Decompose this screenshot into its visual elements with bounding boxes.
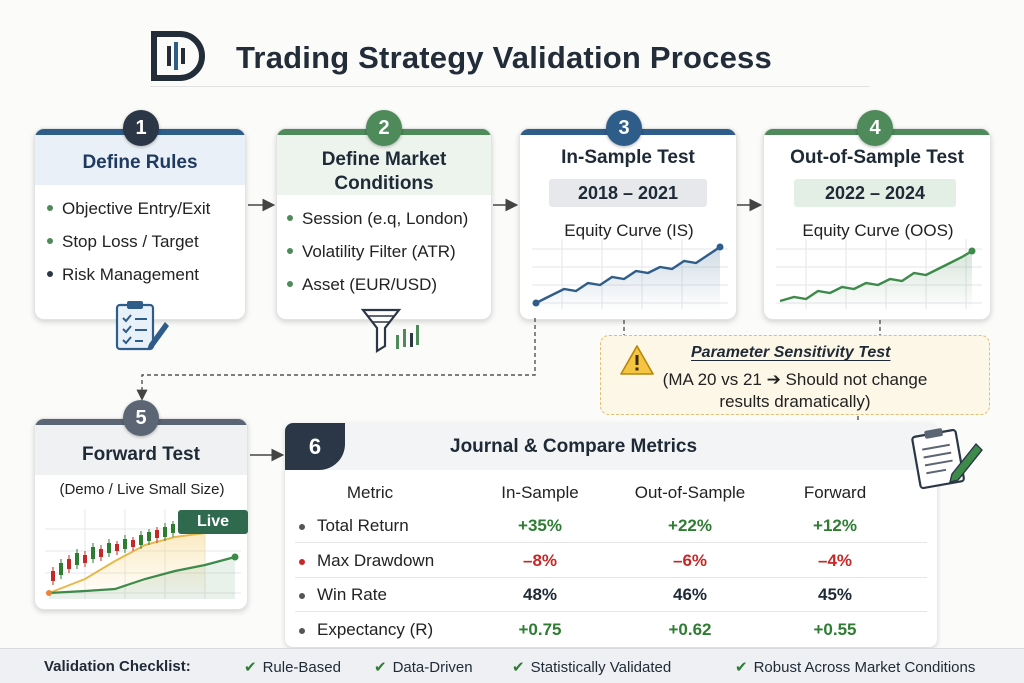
equity-curve-oos-chart: [776, 239, 982, 311]
forward-test-chart: [45, 509, 241, 599]
step-6-number: 6: [285, 423, 345, 470]
journal-title: Journal & Compare Metrics: [450, 436, 698, 457]
step-2-bullet: Volatility Filter (ATR): [287, 242, 456, 262]
table-row: Max Drawdown –8% –6% –4%: [285, 544, 937, 578]
checklist-item: ✔ Data-Driven: [374, 659, 473, 676]
journal-metrics-table: 6 Journal & Compare Metrics Metric In-Sa…: [285, 423, 937, 647]
step-3-number: 3: [606, 110, 642, 146]
clipboard-checklist-icon: [115, 301, 169, 351]
arrow-3-5: [136, 318, 536, 401]
metric-name: Win Rate: [317, 585, 387, 604]
out-of-sample-value: +22%: [668, 516, 712, 535]
forward-value: –4%: [817, 550, 853, 570]
step-5-title: Forward Test: [35, 425, 247, 475]
in-sample-value: +0.75: [518, 619, 562, 639]
step-4-number: 4: [857, 110, 893, 146]
sensitivity-line2: results dramatically): [719, 392, 871, 411]
forward-value: +12%: [813, 516, 857, 535]
check-icon: ✔: [512, 659, 525, 676]
row-bullet: [299, 627, 305, 634]
check-icon: ✔: [735, 659, 748, 676]
step-1-bullet: Stop Loss / Target: [47, 232, 199, 252]
metric-name: Total Return: [317, 516, 409, 535]
step-4-card: Out-of-Sample Test 2022 – 2024 Equity Cu…: [763, 128, 991, 320]
in-sample-value: +35%: [518, 516, 562, 535]
step-1-bullet: Risk Management: [47, 265, 199, 285]
in-sample-value: 48%: [522, 585, 558, 604]
out-of-sample-value: 46%: [672, 585, 708, 604]
table-row: Total Return +35% +22% +12%: [285, 509, 937, 543]
out-of-sample-value: +0.62: [668, 619, 712, 639]
forward-value: 45%: [817, 585, 853, 604]
step-2-number: 2: [366, 110, 402, 146]
checklist-item: ✔ Robust Across Market Conditions: [735, 659, 976, 676]
step-2-bullet: Session (e.q, London): [287, 209, 468, 229]
step-5-subtitle: (Demo / Live Small Size): [59, 481, 225, 498]
checklist-item: ✔ Rule-Based: [244, 659, 341, 676]
metric-name: Max Drawdown: [317, 550, 435, 570]
column-header: In-Sample: [501, 483, 579, 502]
equity-curve-is-chart: [532, 239, 728, 311]
table-row: Win Rate 48% 46% 45%: [285, 578, 937, 612]
in-sample-value: –8%: [522, 550, 558, 570]
out-of-sample-value: –6%: [672, 550, 708, 570]
column-header: Metric: [346, 483, 394, 502]
step-3-period: 2018 – 2021: [549, 179, 707, 207]
step-4-title: Out-of-Sample Test: [790, 147, 964, 168]
row-bullet: [299, 558, 305, 565]
brand-logo: [151, 31, 205, 81]
sensitivity-line1: (MA 20 vs 21 ➔ Should not change: [662, 370, 928, 389]
row-bullet: [299, 524, 305, 530]
step-4-chart-label: Equity Curve (OOS): [802, 221, 954, 240]
column-header: Forward: [803, 483, 867, 502]
sensitivity-callout: Parameter Sensitivity Test (MA 20 vs 21 …: [600, 335, 990, 415]
step-2-card: Define Market Conditions Session (e.q, L…: [276, 128, 492, 320]
check-icon: ✔: [244, 659, 257, 676]
row-bullet: [299, 593, 305, 599]
notebook-pen-icon: [911, 428, 983, 490]
checklist-item: ✔ Statistically Validated: [512, 659, 672, 676]
table-row: Expectancy (R) +0.75 +0.62 +0.55: [285, 613, 937, 647]
step-1-bullet: Objective Entry/Exit: [47, 199, 210, 219]
step-2-bullet: Asset (EUR/USD): [287, 275, 437, 295]
step-3-card: In-Sample Test 2018 – 2021 Equity Curve …: [519, 128, 737, 320]
step-1-number: 1: [123, 110, 159, 146]
step-2-title-line1: Define Market: [321, 149, 447, 170]
step-4-period: 2022 – 2024: [794, 179, 956, 207]
forward-value: +0.55: [813, 619, 857, 639]
sensitivity-title: Parameter Sensitivity Test: [691, 344, 891, 361]
step-5-number: 5: [123, 400, 159, 436]
checklist-label: Validation Checklist:: [44, 658, 191, 675]
filter-funnel-icon: [360, 308, 419, 353]
validation-checklist-bar: Validation Checklist: ✔ Rule-Based ✔ Data-…: [0, 648, 1024, 683]
metric-name: Expectancy (R): [317, 619, 434, 639]
title-divider: [150, 86, 870, 87]
column-header: Out-of-Sample: [634, 483, 746, 502]
step-3-chart-label: Equity Curve (IS): [564, 221, 694, 240]
live-badge: Live: [178, 510, 248, 534]
check-icon: ✔: [374, 659, 387, 676]
step-2-title-line2: Conditions: [334, 173, 434, 194]
warning-icon: [620, 345, 654, 375]
page-title: Trading Strategy Validation Process: [236, 40, 772, 75]
step-3-title: In-Sample Test: [561, 147, 695, 168]
